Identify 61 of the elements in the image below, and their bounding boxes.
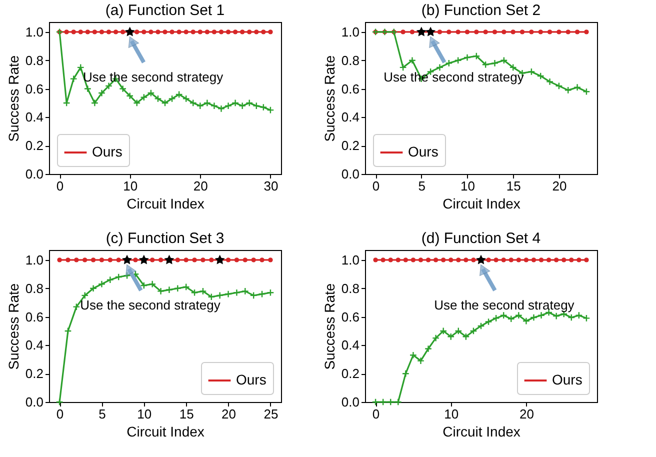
x-tick-label: 15 [179, 406, 194, 422]
y-tick-label: 0.8 [25, 280, 44, 296]
x-tick-label: 0 [56, 406, 64, 422]
y-axis-title: Success Rate [321, 283, 338, 370]
annotation: Use the second strategy [434, 298, 575, 313]
x-axis-title: Circuit Index [126, 424, 204, 440]
legend-label: Ours [552, 372, 582, 388]
y-tick-label: 0.6 [25, 309, 44, 324]
y-tick-label: 1.0 [341, 24, 360, 40]
y-tick-label: 0.2 [341, 366, 360, 382]
y-tick-label: 0.4 [25, 110, 44, 125]
y-tick-label: 0.0 [25, 166, 44, 182]
x-tick-label: 25 [264, 406, 278, 422]
legend-label: Ours [236, 372, 266, 388]
y-tick-label: 0.2 [25, 366, 44, 382]
x-axis-title: Circuit Index [442, 196, 520, 212]
x-axis-title: Circuit Index [126, 196, 204, 212]
x-tick-label: 30 [264, 178, 278, 194]
x-tick-label: 0 [372, 178, 380, 194]
y-tick-label: 0.0 [341, 166, 360, 182]
chart-title: (a) Function Set 1 [105, 2, 225, 19]
legend-label: Ours [92, 144, 122, 160]
y-tick-label: 0.6 [25, 81, 44, 96]
x-tick-label: 10 [137, 406, 152, 422]
annotation: Use the second strategy [80, 298, 221, 313]
y-tick-label: 0.0 [25, 394, 44, 410]
x-tick-label: 10 [444, 406, 459, 422]
x-tick-label: 20 [222, 406, 236, 422]
y-tick-label: 1.0 [341, 252, 360, 268]
x-tick-label: 10 [123, 178, 138, 194]
x-tick-label: 0 [56, 178, 64, 194]
x-tick-label: 5 [418, 178, 426, 194]
y-tick-label: 0.4 [25, 338, 44, 353]
y-tick-label: 0.4 [341, 110, 360, 125]
y-tick-label: 0.0 [341, 394, 360, 410]
x-tick-label: 0 [372, 406, 380, 422]
x-tick-label: 20 [193, 178, 208, 194]
x-tick-label: 20 [519, 406, 534, 422]
x-tick-label: 10 [460, 178, 475, 194]
y-tick-label: 0.6 [341, 309, 360, 324]
y-axis-title: Success Rate [5, 283, 22, 370]
y-tick-label: 0.6 [341, 81, 360, 96]
y-tick-label: 0.8 [341, 52, 360, 68]
y-axis-title: Success Rate [5, 55, 22, 142]
y-tick-label: 0.2 [25, 138, 44, 154]
x-axis-title: Circuit Index [442, 424, 520, 440]
y-axis-title: Success Rate [321, 55, 338, 142]
annotation: Use the second strategy [82, 70, 224, 85]
y-tick-label: 0.8 [341, 280, 360, 296]
y-tick-label: 0.8 [25, 52, 44, 68]
chart-title: (d) Function Set 4 [421, 230, 541, 247]
legend-label: Ours [408, 144, 438, 160]
y-tick-label: 0.2 [341, 138, 360, 154]
x-tick-label: 15 [506, 178, 521, 194]
x-tick-label: 5 [98, 406, 106, 422]
y-tick-label: 0.4 [341, 338, 360, 353]
x-tick-label: 20 [552, 178, 567, 194]
y-tick-label: 1.0 [25, 252, 44, 268]
chart-title: (c) Function Set 3 [106, 230, 224, 247]
y-tick-label: 1.0 [25, 24, 44, 40]
chart-title: (b) Function Set 2 [421, 2, 541, 19]
